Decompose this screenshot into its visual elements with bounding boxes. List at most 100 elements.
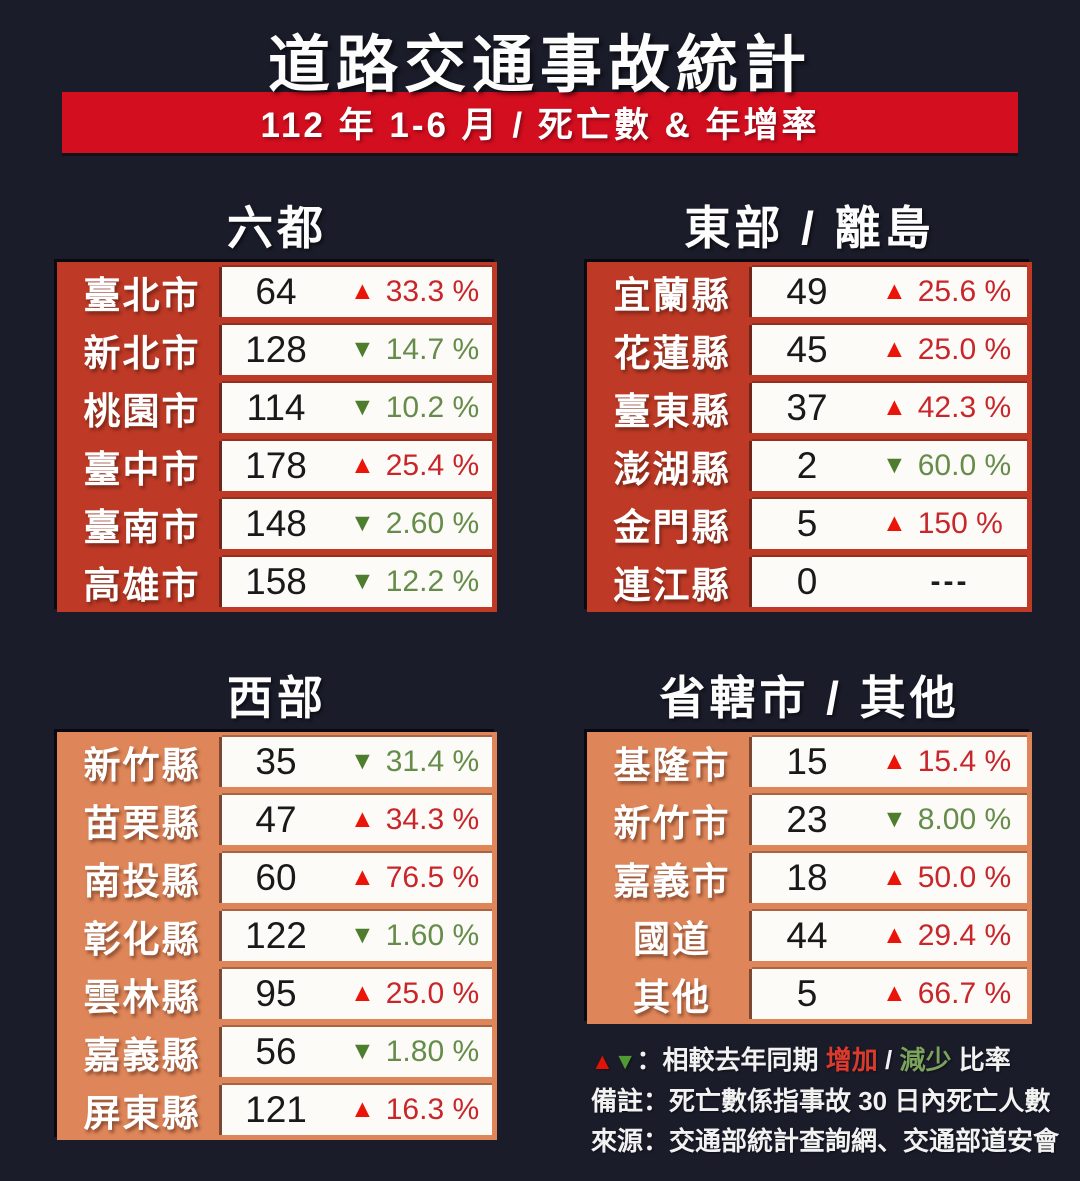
trend-arrow-icon: ▼ (350, 392, 375, 421)
table-row: 南投縣 60 ▲ 76.5 % (62, 853, 492, 903)
yoy-change: ▲ 25.0 % (330, 977, 492, 1011)
death-count: 158 (245, 561, 307, 602)
trend-arrow-icon: ▼ (882, 450, 907, 479)
death-count: 56 (255, 1031, 297, 1072)
death-count: 47 (255, 799, 297, 840)
table-row: 其他 5 ▲ 66.7 % (592, 969, 1027, 1019)
death-count: 122 (245, 915, 307, 956)
table-row: 基隆市 15 ▲ 15.4 % (592, 737, 1027, 787)
value-box: 114 ▼ 10.2 % (222, 383, 492, 433)
trend-arrow-icon: ▲ (882, 334, 907, 363)
yoy-percent: 16.3 % (385, 1093, 480, 1126)
table-row: 臺中市 178 ▲ 25.4 % (62, 441, 492, 491)
footer-notes: ▲▼：相較去年同期 增加 / 減少 比率 備註：死亡數係指事故 30 日內死亡人… (591, 1040, 1066, 1161)
trend-arrow-icon: ▲ (882, 392, 907, 421)
region-label: 新竹縣 (83, 745, 201, 786)
table-row: 桃園市 114 ▼ 10.2 % (62, 383, 492, 433)
section-provincial-cities: 省轄市 / 其他 基隆市 15 ▲ 15.4 % 新竹市 23 ▼ 8.00 % 嘉… (587, 662, 1032, 1024)
region-label: 嘉義縣 (83, 1035, 201, 1076)
section-title: 西部 (227, 672, 327, 724)
stat-table: 基隆市 15 ▲ 15.4 % 新竹市 23 ▼ 8.00 % 嘉義市 18 ▲ 50… (587, 732, 1032, 1024)
yoy-percent: 12.2 % (385, 565, 480, 598)
yoy-change: ▼ 60.0 % (862, 449, 1027, 483)
yoy-change: ▲ 66.7 % (862, 977, 1027, 1011)
trend-arrow-icon: ▼ (350, 920, 375, 949)
table-row: 高雄市 158 ▼ 12.2 % (62, 557, 492, 607)
region-label: 宜蘭縣 (613, 275, 731, 316)
value-box: 56 ▼ 1.80 % (222, 1027, 492, 1077)
legend-line: ▲▼：相較去年同期 增加 / 減少 比率 (591, 1040, 1066, 1081)
region-label: 臺北市 (83, 275, 201, 316)
death-count: 121 (245, 1089, 307, 1130)
value-box: 95 ▲ 25.0 % (222, 969, 492, 1019)
yoy-percent: 15.4 % (917, 745, 1012, 778)
yoy-percent: 66.7 % (917, 977, 1012, 1010)
yoy-percent: 14.7 % (385, 333, 480, 366)
table-row: 彰化縣 122 ▼ 1.60 % (62, 911, 492, 961)
yoy-change: ▼ 12.2 % (330, 565, 492, 599)
note-line: 備註：死亡數係指事故 30 日內死亡人數 (591, 1086, 1051, 1116)
yoy-change: ▲ 42.3 % (862, 391, 1027, 425)
trend-arrow-icon: ▲ (350, 804, 375, 833)
table-row: 嘉義縣 56 ▼ 1.80 % (62, 1027, 492, 1077)
trend-arrow-icon: ▲ (350, 450, 375, 479)
value-box: 64 ▲ 33.3 % (222, 267, 492, 317)
death-count: 128 (245, 329, 307, 370)
yoy-percent: 33.3 % (385, 275, 480, 308)
trend-arrow-icon: ▼ (350, 746, 375, 775)
region-label: 雲林縣 (83, 977, 201, 1018)
death-count: 37 (786, 387, 828, 428)
yoy-percent: 2.60 % (385, 507, 480, 540)
death-count: 95 (255, 973, 297, 1014)
legend-text: ：相較去年同期 (636, 1045, 826, 1075)
section-title: 六都 (227, 202, 327, 254)
region-label: 高雄市 (83, 565, 201, 606)
yoy-change: ▼ 8.00 % (862, 803, 1027, 837)
trend-arrow-icon: ▲ (882, 862, 907, 891)
trend-arrow-icon: ▲ (882, 920, 907, 949)
region-label: 臺中市 (83, 449, 201, 490)
value-box: 2 ▼ 60.0 % (752, 441, 1027, 491)
yoy-change: ▲ 34.3 % (330, 803, 492, 837)
yoy-change: ▼ 10.2 % (330, 391, 492, 425)
yoy-percent: 1.60 % (385, 919, 480, 952)
yoy-percent: 25.4 % (385, 449, 480, 482)
trend-arrow-icon: ▲ (882, 276, 907, 305)
trend-arrow-icon: ▲ (350, 978, 375, 1007)
trend-arrow-icon: ▼ (350, 508, 375, 537)
value-box: 49 ▲ 25.6 % (752, 267, 1027, 317)
region-label: 連江縣 (613, 565, 731, 606)
trend-arrow-icon: ▲ (882, 746, 907, 775)
page-title: 道路交通事故統計 (267, 31, 812, 100)
yoy-change: ▼ 2.60 % (330, 507, 492, 541)
value-box: 178 ▲ 25.4 % (222, 441, 492, 491)
yoy-percent: 25.0 % (385, 977, 480, 1010)
yoy-change: --- (862, 565, 1027, 599)
yoy-change: ▲ 150 % (862, 507, 1027, 541)
value-box: 121 ▲ 16.3 % (222, 1085, 492, 1135)
yoy-percent: 34.3 % (385, 803, 480, 836)
death-count: 5 (796, 503, 818, 544)
yoy-percent: 150 % (917, 507, 1003, 540)
value-box: 18 ▲ 50.0 % (752, 853, 1027, 903)
legend-text-end: 比率 (951, 1045, 1011, 1075)
value-box: 5 ▲ 66.7 % (752, 969, 1027, 1019)
death-count: 44 (786, 915, 828, 956)
table-row: 宜蘭縣 49 ▲ 25.6 % (592, 267, 1027, 317)
source-line: 來源：交通部統計查詢網、交通部道安會 (591, 1126, 1060, 1156)
region-label: 其他 (633, 977, 711, 1018)
table-row: 臺南市 148 ▼ 2.60 % (62, 499, 492, 549)
value-box: 60 ▲ 76.5 % (222, 853, 492, 903)
region-label: 花蓮縣 (613, 333, 731, 374)
trend-arrow-icon: ▲ (350, 1094, 375, 1123)
yoy-percent: 31.4 % (385, 745, 480, 778)
death-count: 178 (245, 445, 307, 486)
yoy-percent: 60.0 % (917, 449, 1012, 482)
yoy-change: ▼ 14.7 % (330, 333, 492, 367)
yoy-percent: --- (930, 565, 970, 598)
region-label: 國道 (633, 919, 711, 960)
region-label: 新竹市 (613, 803, 731, 844)
death-count: 148 (245, 503, 307, 544)
stat-table: 新竹縣 35 ▼ 31.4 % 苗栗縣 47 ▲ 34.3 % 南投縣 60 ▲ 76… (57, 732, 497, 1140)
yoy-percent: 25.0 % (917, 333, 1012, 366)
